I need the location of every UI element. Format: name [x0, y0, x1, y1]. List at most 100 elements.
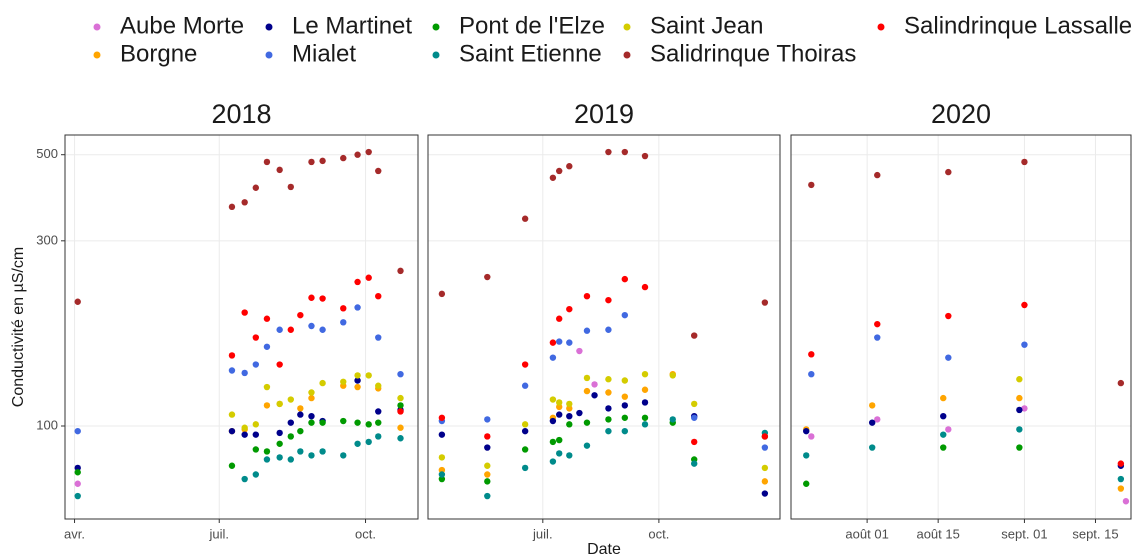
point: [1016, 376, 1023, 383]
point: [1021, 405, 1028, 412]
point: [365, 372, 372, 379]
y-tick-label: 300: [36, 232, 58, 247]
point: [940, 412, 947, 420]
facet-title: 2018: [211, 99, 271, 129]
point: [397, 370, 404, 378]
point: [252, 361, 260, 368]
point: [1117, 460, 1125, 467]
point: [556, 450, 563, 457]
legend-marker: [623, 51, 631, 59]
x-tick-label: août 01: [845, 526, 888, 541]
point: [874, 320, 881, 328]
point: [308, 394, 315, 402]
point: [228, 367, 236, 374]
point: [874, 334, 881, 341]
point: [940, 394, 947, 402]
point: [549, 354, 557, 361]
point: [549, 339, 557, 346]
point: [241, 369, 248, 377]
panel-border: [427, 134, 781, 520]
point: [252, 421, 260, 428]
point: [397, 402, 404, 409]
point: [375, 408, 382, 415]
point: [641, 152, 649, 160]
point: [1016, 444, 1023, 451]
legend-marker: [265, 51, 273, 59]
point: [365, 421, 372, 428]
point: [605, 416, 612, 423]
point: [74, 298, 81, 305]
point: [241, 475, 248, 483]
point: [621, 148, 629, 156]
point: [276, 440, 283, 447]
point: [365, 148, 372, 156]
point: [556, 167, 563, 175]
point: [669, 372, 676, 379]
point: [74, 480, 81, 487]
point: [868, 402, 876, 409]
point: [691, 438, 698, 446]
point: [591, 392, 598, 399]
point: [566, 452, 573, 459]
point: [276, 361, 283, 368]
point: [319, 419, 326, 426]
point: [263, 315, 271, 322]
point: [484, 273, 491, 281]
legend-marker: [432, 51, 440, 59]
point: [621, 393, 629, 400]
point: [241, 431, 248, 438]
point: [691, 460, 698, 467]
point: [319, 448, 326, 455]
point: [354, 377, 361, 384]
legend-marker: [93, 23, 101, 31]
point: [297, 448, 304, 455]
point: [74, 464, 81, 472]
point: [556, 403, 563, 411]
point: [556, 411, 563, 418]
point: [556, 399, 563, 406]
point: [556, 436, 563, 444]
point: [484, 416, 491, 423]
point: [605, 389, 612, 396]
point: [621, 311, 629, 319]
point: [521, 427, 529, 435]
point: [549, 396, 557, 403]
point: [319, 326, 326, 333]
point: [576, 409, 583, 417]
point: [276, 429, 283, 437]
point: [1117, 379, 1125, 387]
facet-title: 2019: [574, 99, 634, 129]
point: [521, 446, 529, 453]
point: [438, 431, 446, 438]
point: [354, 419, 361, 426]
point: [276, 166, 283, 174]
point: [252, 334, 260, 341]
legend-label: Saint Etienne: [459, 40, 602, 67]
point: [868, 419, 876, 426]
legend-label: Le Martinet: [292, 12, 412, 39]
point: [287, 183, 294, 191]
point: [641, 421, 649, 428]
point: [228, 352, 236, 359]
point: [566, 400, 573, 408]
point: [438, 475, 446, 483]
point: [308, 452, 315, 459]
point: [438, 466, 446, 474]
legend-label: Salidrinque Thoiras: [650, 40, 856, 67]
point: [287, 456, 294, 463]
x-tick-label: sept. 01: [1001, 526, 1047, 541]
point: [621, 402, 629, 409]
point: [354, 278, 361, 286]
point: [228, 427, 236, 435]
point: [308, 389, 315, 396]
point: [549, 174, 557, 181]
x-tick-label: sept. 15: [1072, 526, 1118, 541]
point: [556, 338, 563, 345]
point: [808, 370, 815, 378]
point: [276, 400, 283, 408]
point: [340, 154, 347, 162]
point: [583, 374, 591, 382]
point: [549, 417, 557, 425]
point: [263, 383, 271, 391]
